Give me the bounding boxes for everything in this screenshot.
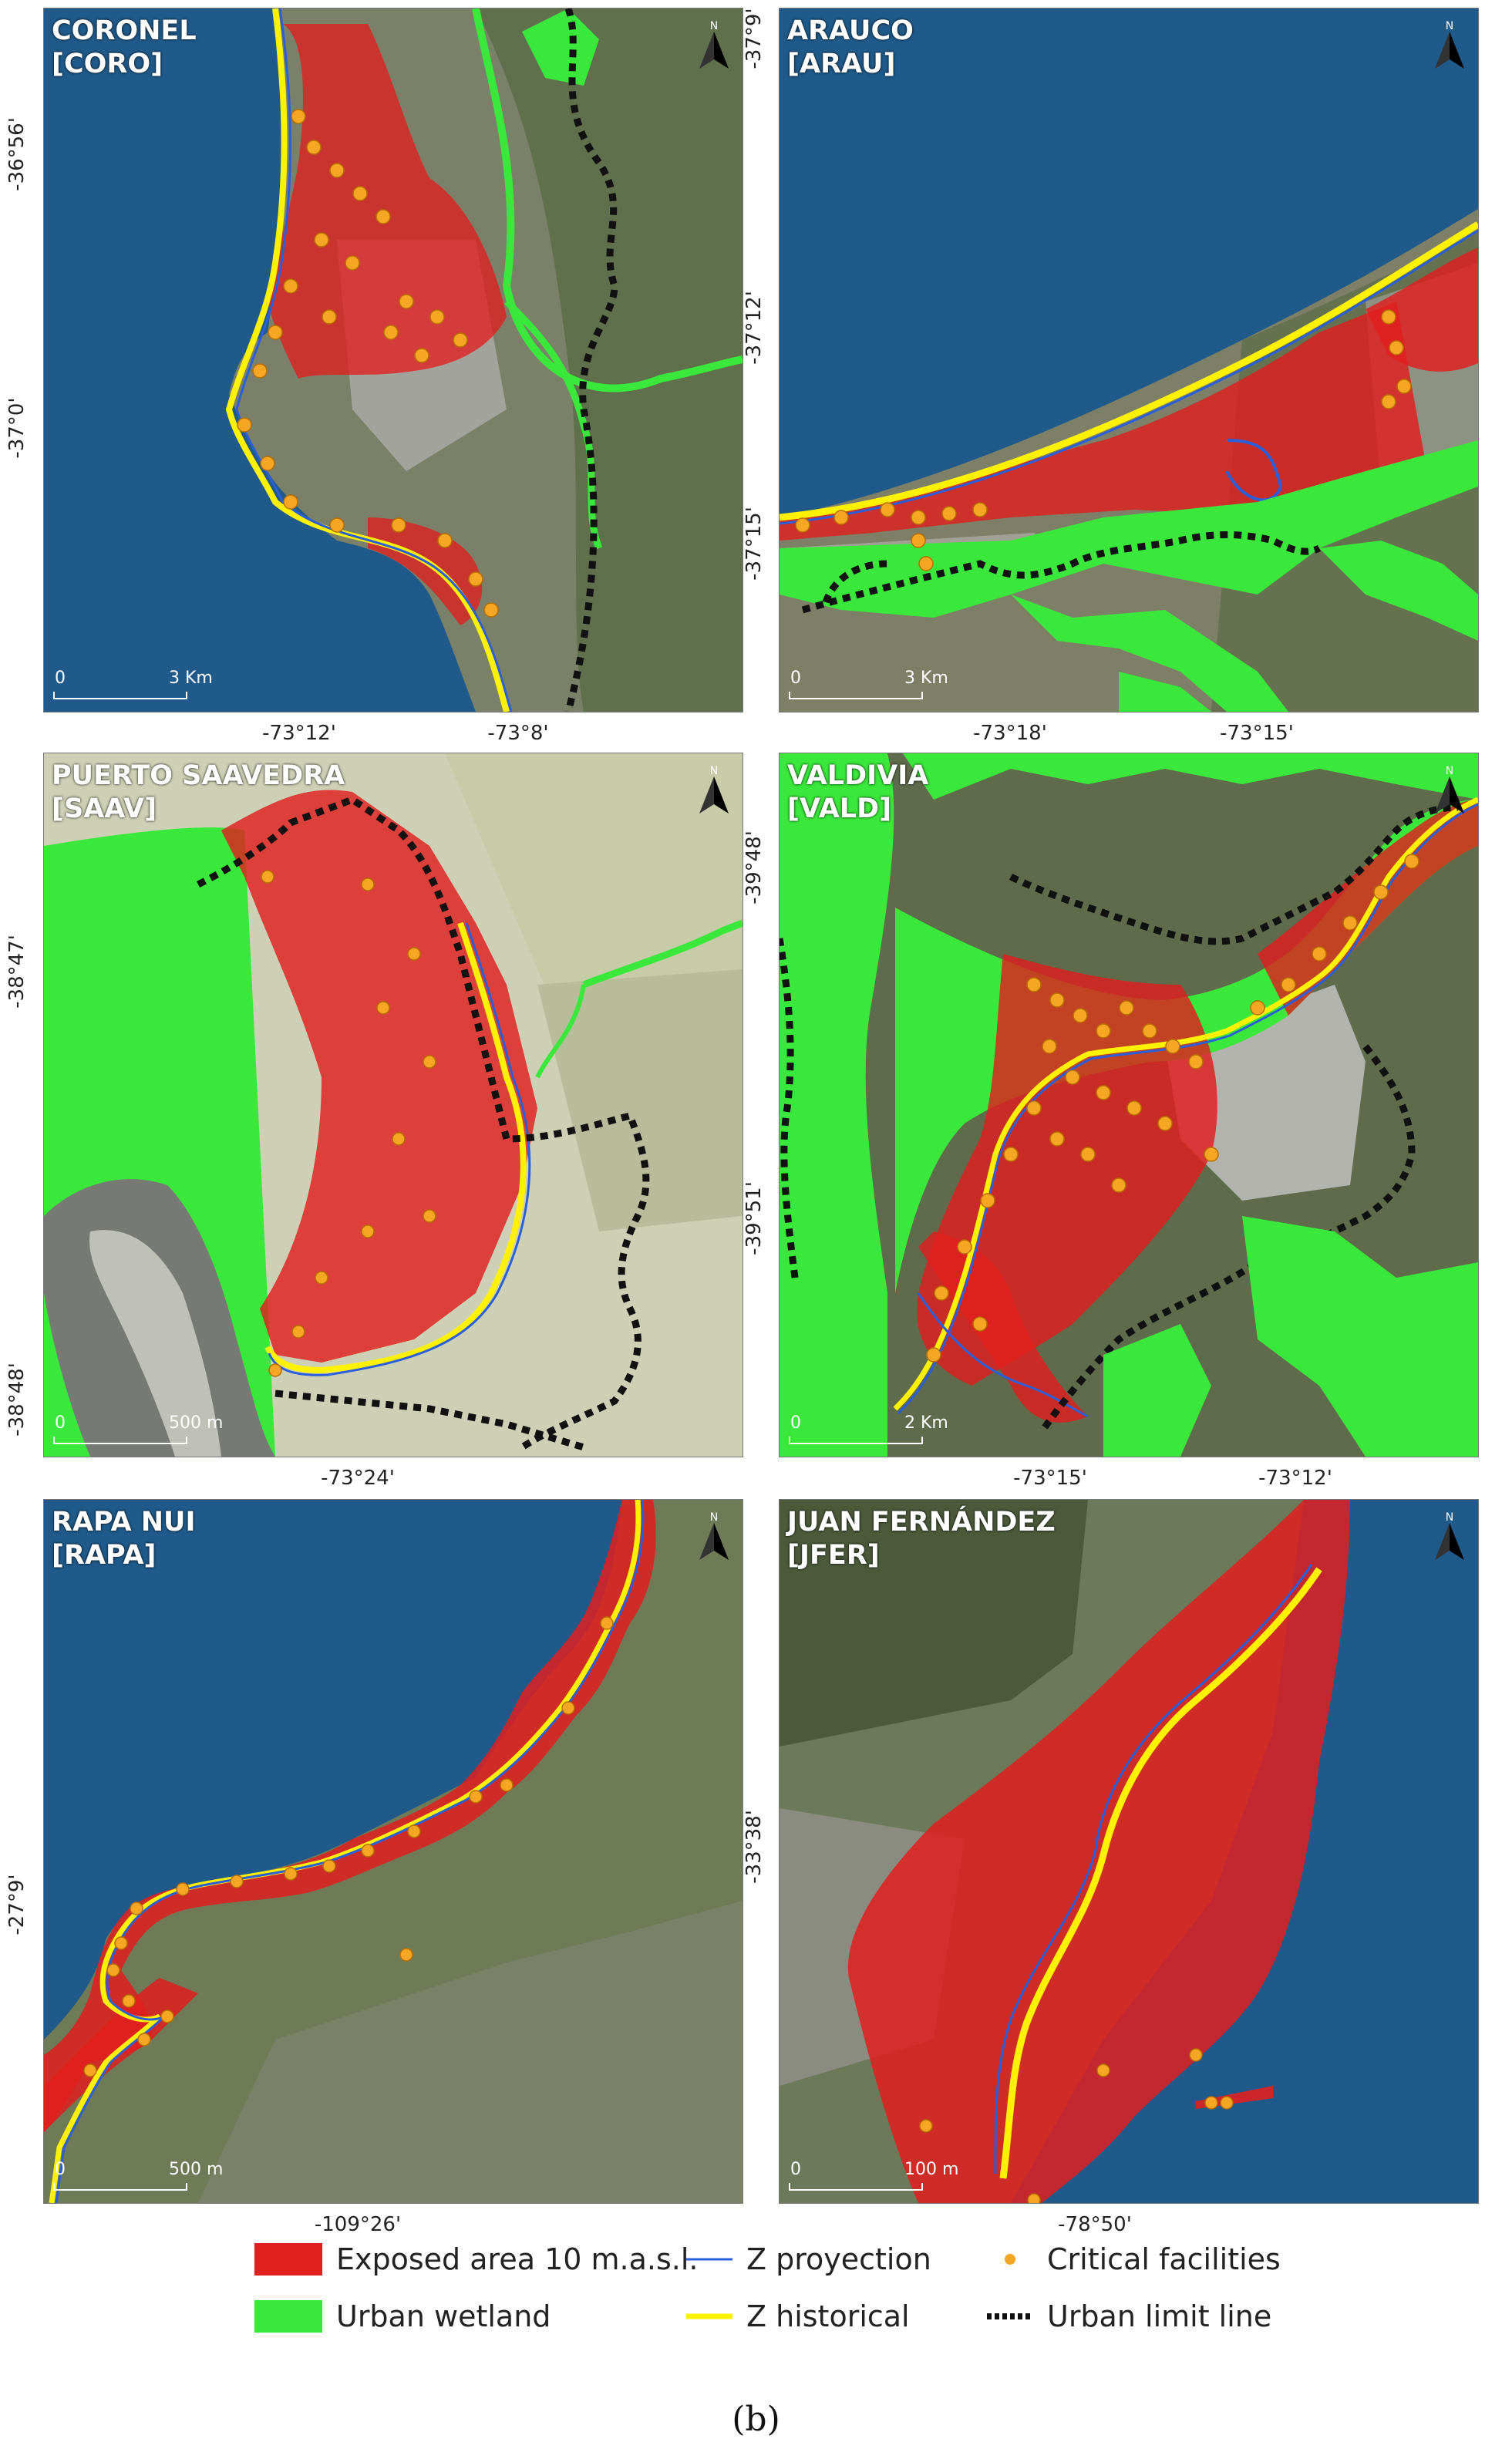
x-tick-label: -73°18': [973, 722, 1047, 745]
north-arrow-icon: N: [1435, 765, 1464, 814]
north-arrow-icon: N: [699, 765, 729, 814]
map-panel-juan-fernandez: JUAN FERNÁNDEZ [JFER] N 0 100 m: [779, 1499, 1479, 2204]
y-tick-label: -37°0': [5, 397, 29, 459]
scale-bar: 0 500 m: [53, 2160, 223, 2194]
north-arrow-icon: N: [699, 1511, 729, 1560]
legend-item-facilities: Critical facilities: [987, 2240, 1281, 2279]
panel-title: RAPA NUI [RAPA]: [52, 1507, 196, 1571]
svg-text:N: N: [710, 765, 718, 777]
x-tick-label: -73°15': [1013, 1467, 1087, 1490]
x-tick-label: -109°26': [314, 2213, 402, 2236]
legend-line-historical: [686, 2313, 732, 2319]
map-panel-rapa-nui: RAPA NUI [RAPA] N 0 500 m: [43, 1499, 743, 2204]
panel-title: CORONEL [CORO]: [52, 15, 197, 79]
north-arrow-icon: N: [699, 20, 729, 69]
y-tick-label: -33°38': [743, 1810, 766, 1884]
arauco-map: [780, 8, 1478, 712]
legend-line-urban-limit: [987, 2313, 1033, 2319]
y-tick-label: -38°48': [5, 1363, 29, 1437]
legend-item-urban-limit: Urban limit line: [987, 2297, 1271, 2336]
legend-line-projection: [686, 2258, 732, 2261]
north-arrow-icon: N: [1435, 20, 1464, 69]
legend-dot-facilities: [1005, 2254, 1015, 2265]
x-tick-label: -73°8': [487, 722, 549, 745]
y-tick-label: -37°15': [743, 507, 766, 581]
puerto-saavedra-map: [44, 753, 743, 1457]
svg-text:N: N: [710, 1511, 718, 1524]
y-tick-label: -27°9': [5, 1874, 29, 1935]
legend-swatch-wetland: [254, 2300, 322, 2333]
x-tick-label: -78°50': [1058, 2213, 1132, 2236]
map-legend: Exposed area 10 m.a.s.l. Urban wetland Z…: [254, 2240, 1334, 2340]
x-tick-label: -73°12': [262, 722, 336, 745]
panel-title: JUAN FERNÁNDEZ [JFER]: [787, 1507, 1056, 1571]
y-tick-label: -39°48': [743, 830, 766, 904]
north-arrow-icon: N: [1435, 1511, 1464, 1560]
panel-title: PUERTO SAAVEDRA [SAAV]: [52, 760, 345, 824]
legend-swatch-exposed: [254, 2243, 322, 2276]
svg-text:N: N: [1446, 765, 1453, 777]
x-tick-label: -73°12': [1258, 1467, 1332, 1490]
panel-title: VALDIVIA [VALD]: [787, 760, 929, 824]
legend-item-exposed: Exposed area 10 m.a.s.l.: [254, 2240, 698, 2279]
coronel-map: [44, 8, 743, 712]
svg-text:N: N: [1446, 20, 1453, 32]
figure-caption: (b): [732, 2400, 780, 2439]
y-tick-label: -36°56': [5, 117, 29, 191]
juan-fernandez-map: [780, 1500, 1478, 2203]
svg-text:N: N: [1446, 1511, 1453, 1524]
panel-title: ARAUCO [ARAU]: [787, 15, 914, 79]
x-tick-label: -73°15': [1220, 722, 1294, 745]
map-panel-puerto-saavedra: PUERTO SAAVEDRA [SAAV] N 0 500 m: [43, 753, 743, 1457]
y-tick-label: -38°47': [5, 935, 29, 1009]
legend-item-wetland: Urban wetland: [254, 2297, 551, 2336]
x-tick-label: -73°24': [321, 1467, 395, 1490]
scale-bar: 0 100 m: [789, 2160, 958, 2194]
scale-bar: 0 500 m: [53, 1413, 223, 1447]
rapa-nui-map: [44, 1500, 743, 2203]
y-tick-label: -39°51': [743, 1181, 766, 1255]
svg-text:N: N: [710, 20, 718, 32]
valdivia-map: [780, 753, 1478, 1457]
legend-item-projection: Z proyection: [686, 2240, 931, 2279]
y-tick-label: -37°12': [743, 291, 766, 365]
y-tick-label: -37°9': [743, 8, 766, 69]
legend-item-historical: Z historical: [686, 2297, 910, 2336]
